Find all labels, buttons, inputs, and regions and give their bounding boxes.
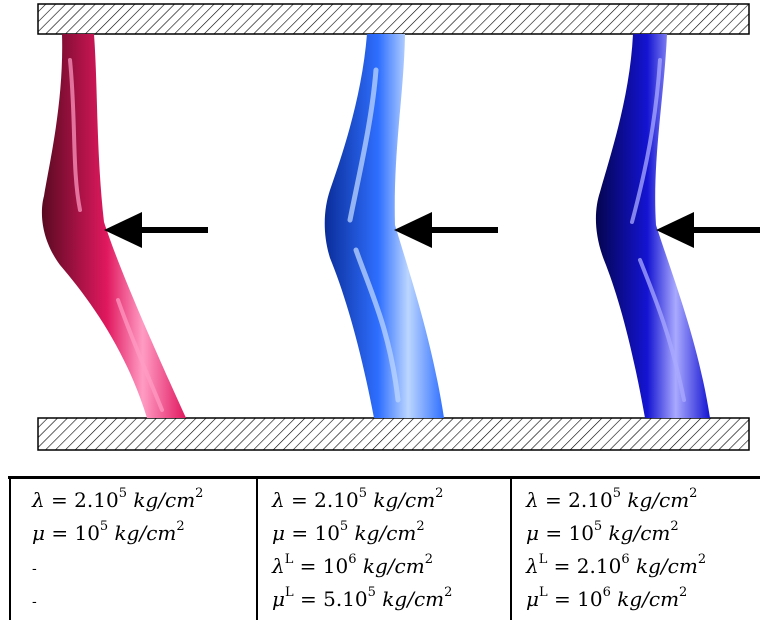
param-row: λ = 2.105 kg/cm2 bbox=[272, 484, 452, 517]
param-eq: = 2.10 bbox=[547, 554, 622, 578]
param-eq: = 10 bbox=[45, 521, 100, 545]
param-row: - bbox=[32, 550, 203, 583]
param-sym: λ bbox=[526, 554, 539, 578]
param-sup: L bbox=[284, 552, 294, 568]
column-separator-1 bbox=[256, 479, 258, 620]
param-exp: 5 bbox=[339, 519, 349, 535]
param-sym: λ bbox=[526, 488, 539, 512]
param-unit-exp: 2 bbox=[435, 486, 444, 502]
param-row: - bbox=[32, 583, 203, 616]
param-eq: = 5.10 bbox=[293, 587, 368, 611]
param-unit: kg/cm bbox=[610, 587, 680, 611]
param-eq: = 2.10 bbox=[538, 488, 613, 512]
column-separator-2 bbox=[510, 479, 512, 620]
param-eq: = 2.10 bbox=[284, 488, 359, 512]
param-unit-exp: 2 bbox=[195, 486, 204, 502]
param-dash: - bbox=[32, 561, 37, 577]
param-unit-exp: 2 bbox=[444, 585, 453, 601]
tube-3 bbox=[595, 34, 710, 418]
top-plate bbox=[37, 3, 750, 35]
param-exp: 6 bbox=[621, 552, 630, 568]
tube-1 bbox=[41, 34, 187, 418]
param-sym: λ bbox=[32, 488, 45, 512]
param-exp: 5 bbox=[367, 585, 376, 601]
param-sup: L bbox=[538, 552, 548, 568]
param-row: λL = 2.106 kg/cm2 bbox=[526, 550, 706, 583]
param-sym: λ bbox=[272, 488, 285, 512]
table-top-rule bbox=[8, 476, 760, 479]
param-dash: - bbox=[32, 594, 37, 610]
param-sym: λ bbox=[272, 554, 285, 578]
param-sym: μ bbox=[272, 521, 285, 545]
param-exp: 5 bbox=[593, 519, 603, 535]
tube-2 bbox=[324, 34, 444, 418]
param-unit: kg/cm bbox=[620, 488, 690, 512]
param-unit: kg/cm bbox=[602, 521, 671, 545]
arrow-1 bbox=[104, 212, 208, 248]
param-unit-exp: 2 bbox=[670, 519, 679, 535]
table-left-border bbox=[9, 479, 11, 620]
param-unit: kg/cm bbox=[356, 554, 425, 578]
param-row: μL = 106 kg/cm2 bbox=[526, 583, 706, 616]
param-exp: 5 bbox=[612, 486, 621, 502]
param-sup: L bbox=[539, 585, 548, 601]
param-unit-exp: 2 bbox=[689, 486, 698, 502]
param-unit-exp: 2 bbox=[424, 552, 433, 568]
parameter-table: λ = 2.105 kg/cm2 μ = 105 kg/cm2- - λ = 2.1… bbox=[0, 476, 760, 620]
param-sym: μ bbox=[272, 587, 285, 611]
deformed-tubes-figure bbox=[37, 3, 760, 451]
arrow-2 bbox=[394, 212, 498, 248]
bottom-plate bbox=[37, 417, 750, 451]
param-unit: kg/cm bbox=[126, 488, 196, 512]
param-eq: = 10 bbox=[547, 587, 603, 611]
param-row: λL = 106 kg/cm2 bbox=[272, 550, 452, 583]
param-exp: 6 bbox=[348, 552, 357, 568]
arrow-3 bbox=[656, 212, 760, 248]
param-unit: kg/cm bbox=[375, 587, 445, 611]
param-sym: μ bbox=[526, 521, 539, 545]
table-column-2: λ = 2.105 kg/cm2 μ = 105 kg/cm2 λL = 106 k… bbox=[272, 484, 452, 616]
param-eq: = 10 bbox=[285, 521, 340, 545]
param-exp: 5 bbox=[99, 519, 109, 535]
param-row: λ = 2.105 kg/cm2 bbox=[32, 484, 203, 517]
param-unit-exp: 2 bbox=[697, 552, 707, 568]
param-row: μ = 105 kg/cm2 bbox=[272, 517, 452, 550]
param-unit: kg/cm bbox=[629, 554, 698, 578]
param-sym: μ bbox=[526, 587, 539, 611]
param-exp: 6 bbox=[602, 585, 611, 601]
param-row: μ = 105 kg/cm2 bbox=[32, 517, 203, 550]
param-unit: kg/cm bbox=[366, 488, 436, 512]
param-unit: kg/cm bbox=[348, 521, 417, 545]
param-row: μ = 105 kg/cm2 bbox=[526, 517, 706, 550]
table-column-1: λ = 2.105 kg/cm2 μ = 105 kg/cm2- - bbox=[32, 484, 203, 616]
param-exp: 5 bbox=[118, 486, 127, 502]
param-sym: μ bbox=[32, 521, 45, 545]
param-unit: kg/cm bbox=[108, 521, 177, 545]
param-sup: L bbox=[285, 585, 294, 601]
param-eq: = 2.10 bbox=[44, 488, 119, 512]
param-eq: = 10 bbox=[539, 521, 594, 545]
param-unit-exp: 2 bbox=[679, 585, 688, 601]
param-row: μL = 5.105 kg/cm2 bbox=[272, 583, 452, 616]
param-unit-exp: 2 bbox=[176, 519, 185, 535]
param-eq: = 10 bbox=[293, 554, 349, 578]
param-row: λ = 2.105 kg/cm2 bbox=[526, 484, 706, 517]
table-column-3: λ = 2.105 kg/cm2 μ = 105 kg/cm2 λL = 2.106… bbox=[526, 484, 706, 616]
param-exp: 5 bbox=[358, 486, 367, 502]
param-unit-exp: 2 bbox=[416, 519, 425, 535]
